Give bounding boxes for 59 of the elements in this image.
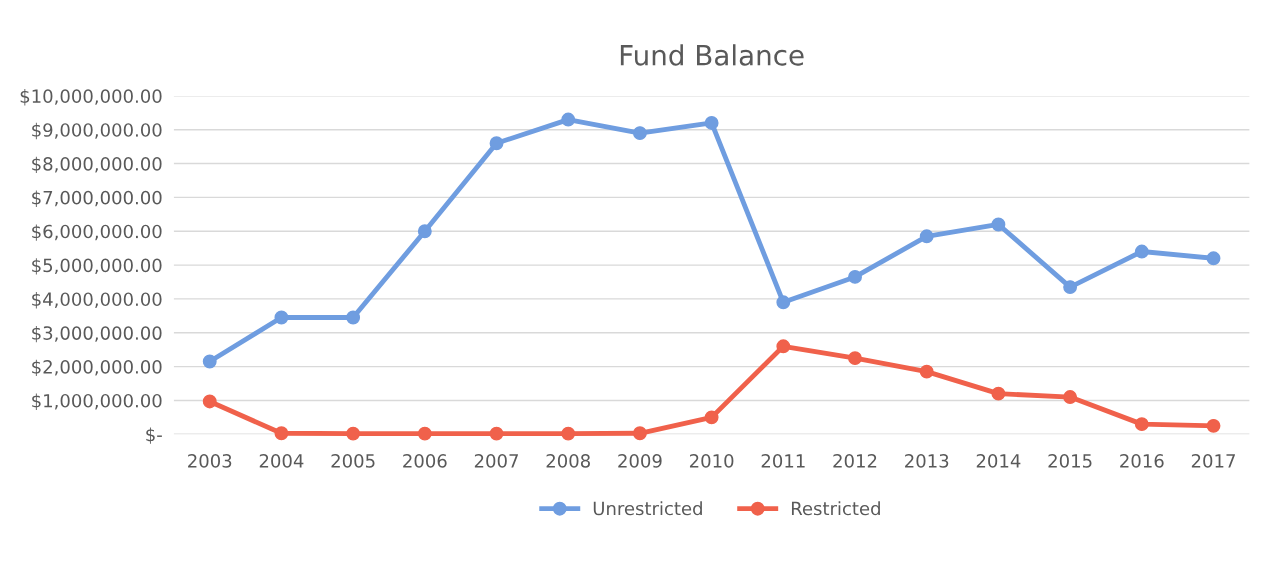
point bbox=[919, 229, 934, 244]
point bbox=[346, 310, 361, 325]
x-tick-label: 2017 bbox=[1191, 454, 1235, 468]
x-tick-label: 2016 bbox=[1120, 454, 1164, 468]
y-tick-label: $1,000,000.00 bbox=[32, 393, 162, 410]
point bbox=[704, 116, 719, 130]
point bbox=[919, 364, 934, 379]
y-tick-label: $5,000,000.00 bbox=[32, 258, 162, 275]
point bbox=[704, 410, 719, 425]
point bbox=[1134, 244, 1149, 259]
point bbox=[274, 310, 289, 325]
point bbox=[1063, 280, 1078, 295]
legend-label: Restricted bbox=[791, 501, 880, 516]
y-tick-label: $4,000,000.00 bbox=[32, 292, 162, 309]
x-tick-label: 2008 bbox=[546, 454, 590, 468]
point bbox=[776, 339, 791, 354]
x-tick-label: 2004 bbox=[259, 454, 304, 468]
x-tick-label: 2009 bbox=[618, 454, 662, 468]
point bbox=[848, 351, 862, 366]
y-tick-label: $2,000,000.00 bbox=[32, 359, 162, 377]
point bbox=[1134, 417, 1149, 432]
y-tick-label: $3,000,000.00 bbox=[32, 325, 162, 343]
point bbox=[991, 386, 1006, 401]
chart-title: Fund Balance bbox=[620, 44, 804, 66]
point bbox=[417, 224, 432, 239]
point bbox=[274, 426, 289, 441]
y-tick-label: $6,000,000.00 bbox=[32, 224, 162, 241]
x-tick-label: 2005 bbox=[331, 454, 375, 468]
y-tick-label: $10,000,000.00 bbox=[20, 89, 162, 106]
point bbox=[632, 126, 647, 141]
point bbox=[1063, 390, 1078, 405]
x-tick-label: 2007 bbox=[474, 454, 518, 468]
point bbox=[561, 426, 576, 441]
point bbox=[417, 426, 432, 441]
point bbox=[561, 112, 576, 127]
point bbox=[489, 426, 504, 441]
y-tick-label: $9,000,000.00 bbox=[32, 122, 162, 140]
point bbox=[991, 217, 1006, 232]
point bbox=[776, 295, 791, 310]
x-tick-label: 2012 bbox=[833, 454, 877, 468]
x-tick-label: 2010 bbox=[689, 454, 734, 468]
x-tick-label: 2014 bbox=[976, 454, 1021, 468]
x-tick-label: 2013 bbox=[905, 454, 949, 468]
x-tick-label: 2003 bbox=[188, 454, 232, 468]
x-tick-label: 2011 bbox=[761, 454, 805, 468]
point bbox=[202, 394, 217, 409]
point bbox=[1206, 418, 1221, 433]
point bbox=[346, 426, 361, 441]
point bbox=[1206, 251, 1221, 266]
point bbox=[632, 426, 647, 441]
legend-label: Unrestricted bbox=[593, 501, 702, 516]
y-tick-label: $8,000,000.00 bbox=[32, 156, 162, 174]
point bbox=[202, 354, 217, 369]
x-tick-label: 2006 bbox=[403, 454, 447, 468]
y-tick-label: $- bbox=[146, 427, 162, 444]
point bbox=[848, 269, 862, 284]
x-tick-label: 2015 bbox=[1048, 454, 1092, 468]
y-tick-label: $7,000,000.00 bbox=[32, 190, 162, 207]
point bbox=[489, 136, 504, 151]
